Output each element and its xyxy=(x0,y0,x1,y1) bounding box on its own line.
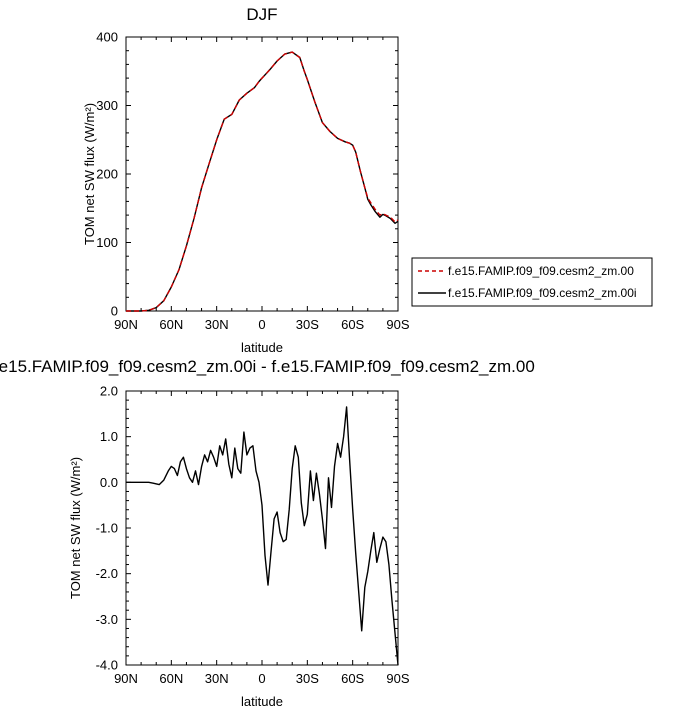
top-xtick-label: 0 xyxy=(258,317,265,332)
bottom-ytick-label: -2.0 xyxy=(96,566,118,581)
top-ytick-label: 300 xyxy=(96,98,118,113)
bottom-xtick-label: 60S xyxy=(341,671,364,686)
bottom-xtick-label: 90S xyxy=(386,671,409,686)
bottom-xtick-label: 60N xyxy=(159,671,183,686)
bottom-ytick-label: -3.0 xyxy=(96,612,118,627)
top-panel: DJF 90N 60N 30N 0 30S 60S 90S 0 100 200 300 400 lat… xyxy=(82,5,653,355)
bottom-chart-title: f.e15.FAMIP.f09_f09.cesm2_zm.00i - f.e15… xyxy=(0,357,535,376)
top-xtick-label: 60N xyxy=(159,317,183,332)
bottom-panel: f.e15.FAMIP.f09_f09.cesm2_zm.00i - f.e15… xyxy=(0,357,535,709)
bottom-plot-frame xyxy=(125,390,399,666)
bottom-xtick-label: 0 xyxy=(258,671,265,686)
top-axis-ticks: 90N 60N 30N 0 30S 60S 90S 0 100 200 300 400 xyxy=(96,30,410,333)
top-ytick-label: 400 xyxy=(96,30,118,45)
bottom-xtick-label: 30S xyxy=(296,671,319,686)
bottom-ytick-label: 2.0 xyxy=(100,384,118,399)
bottom-xtick-label: 90N xyxy=(114,671,138,686)
bottom-series-lines xyxy=(126,406,399,666)
top-ytick-label: 200 xyxy=(96,167,118,182)
top-ytick-label: 0 xyxy=(111,304,118,319)
top-chart-title: DJF xyxy=(246,5,277,24)
bottom-series-line-0 xyxy=(126,406,399,666)
top-x-axis-label: latitude xyxy=(241,340,283,355)
bottom-ytick-label: 1.0 xyxy=(100,429,118,444)
top-series-line-1 xyxy=(126,51,399,312)
bottom-ytick-label: -4.0 xyxy=(96,658,118,673)
legend-box xyxy=(411,257,653,307)
legend: f.e15.FAMIP.f09_f09.cesm2_zm.00 f.e15.FA… xyxy=(411,257,653,307)
bottom-axis-ticks: 90N 60N 30N 0 30S 60S 90S -4.0 -3.0 -2.0 -1.0 0.0 1.… xyxy=(96,384,410,687)
top-series-lines xyxy=(126,51,399,312)
bottom-ytick-label: 0.0 xyxy=(100,475,118,490)
bottom-xtick-label: 30N xyxy=(205,671,229,686)
top-xtick-label: 90S xyxy=(386,317,409,332)
top-xtick-label: 30N xyxy=(205,317,229,332)
legend-label-00i: f.e15.FAMIP.f09_f09.cesm2_zm.00i xyxy=(448,286,637,300)
top-xtick-label: 90N xyxy=(114,317,138,332)
bottom-ytick-label: -1.0 xyxy=(96,521,118,536)
top-series-line-0 xyxy=(126,51,399,312)
bottom-x-axis-label: latitude xyxy=(241,694,283,709)
top-xtick-label: 60S xyxy=(341,317,364,332)
bottom-y-axis-label: TOM net SW flux (W/m²) xyxy=(68,457,83,599)
legend-label-00: f.e15.FAMIP.f09_f09.cesm2_zm.00 xyxy=(448,264,634,278)
top-xtick-label: 30S xyxy=(296,317,319,332)
top-ytick-label: 100 xyxy=(96,235,118,250)
top-y-axis-label: TOM net SW flux (W/m²) xyxy=(82,103,97,245)
